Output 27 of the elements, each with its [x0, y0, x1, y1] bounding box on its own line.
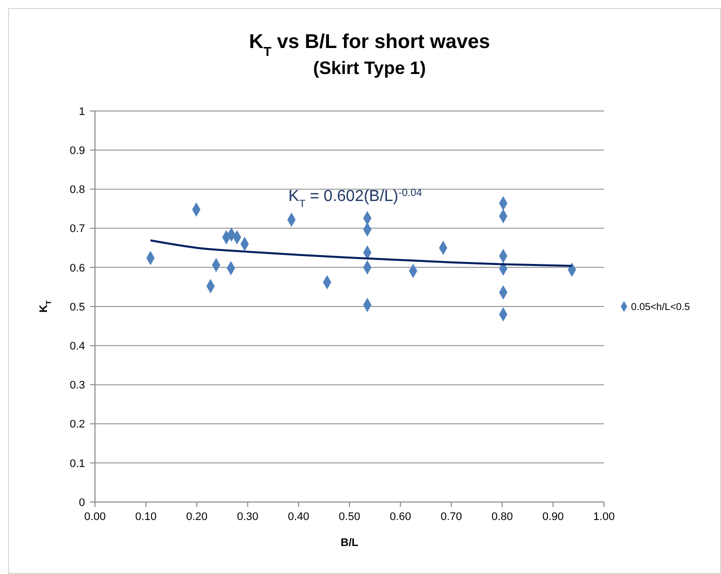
y-tick-label: 1 [78, 106, 85, 118]
x-tick-label: 0.20 [186, 511, 208, 523]
x-tick-label: 0.80 [491, 511, 513, 523]
x-tick-label: 0.30 [236, 511, 258, 523]
x-tick-label: 0.40 [288, 511, 310, 523]
x-axis-title: B/L [340, 537, 359, 549]
y-tick-label: 0.1 [70, 458, 85, 470]
x-tick-label: 0.00 [84, 511, 106, 523]
x-tick-label: 0.70 [440, 511, 462, 523]
x-tick-label: 1.00 [593, 511, 615, 523]
x-tick-label: 0.10 [135, 511, 157, 523]
y-tick-label: 0.9 [70, 144, 85, 157]
chart-subtitle: (Skirt Type 1) [313, 58, 426, 78]
y-tick-label: 0.6 [70, 262, 85, 274]
x-tick-label: 0.50 [338, 511, 360, 523]
y-tick-label: 0.3 [70, 380, 85, 392]
y-tick-label: 0 [78, 496, 85, 509]
chart-title: K$_{T}$ vs B/L for short waves [249, 31, 490, 58]
annotation: K$_{T}$ = 0.602(B/L)$^{-0.04}$ [288, 187, 422, 210]
y-tick-label: 0.4 [70, 340, 85, 352]
x-tick-label: 0.90 [542, 511, 564, 523]
y-tick-label: 0.5 [70, 301, 85, 314]
y-tick-label: 0.7 [70, 223, 85, 236]
legend-label: 0.05<h/L<0.5 [631, 302, 690, 313]
y-tick-label: 0.2 [70, 418, 85, 431]
x-tick-label: 0.60 [390, 511, 412, 523]
y-tick-label: 0.8 [70, 184, 85, 196]
